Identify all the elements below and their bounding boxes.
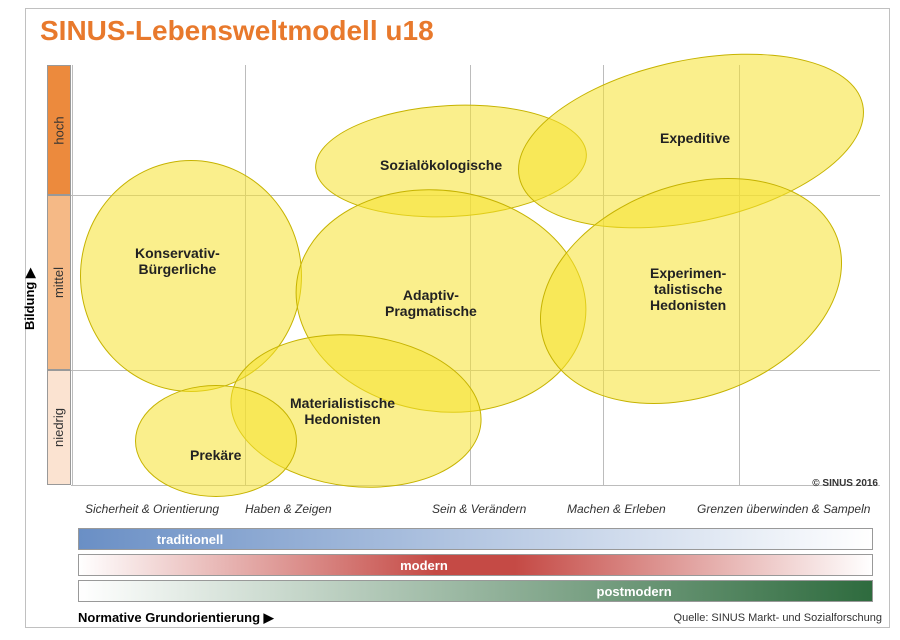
milieu-label: Expeditive [660,130,730,146]
milieu-label: MaterialistischeHedonisten [290,395,395,427]
orientation-bar-label: postmodern [531,581,737,601]
milieu-label: Sozialökologische [380,157,502,173]
milieu-label: Konservativ-Bürgerliche [135,245,220,277]
y-level-niedrig: niedrig [47,370,71,485]
orientation-bar-postmodern: postmodern [78,580,873,602]
x-category-label: Haben & Zeigen [245,502,332,516]
y-level-mittel: mittel [47,195,71,370]
orientation-bar-label: traditionell [79,529,301,549]
x-category-label: Machen & Erleben [567,502,666,516]
chart-area: Konservativ-Bürgerliche Sozialökologische… [75,65,880,485]
page-title: SINUS-Lebensweltmodell u18 [40,15,434,47]
milieu-ellipse [135,385,297,497]
orientation-bar-traditionell: traditionell [78,528,873,550]
source-text: Quelle: SINUS Markt- und Sozialforschung [674,612,882,624]
orientation-bar-label: modern [246,555,603,575]
orientation-bar-modern: modern [78,554,873,576]
x-category-label: Sicherheit & Orientierung [85,502,219,516]
milieu-label: Experimen-talistischeHedonisten [650,265,726,313]
y-level-hoch: hoch [47,65,71,195]
milieu-label: Adaptiv-Pragmatische [385,287,477,319]
x-category-label: Grenzen überwinden & Sampeln [697,502,870,516]
x-axis-label: Normative Grundorientierung ▶ [78,610,274,626]
y-axis-label: Bildung ▶ [22,268,38,330]
x-category-label: Sein & Verändern [432,502,526,516]
copyright-text: © SINUS 2016 [812,478,878,489]
milieu-label: Prekäre [190,447,241,463]
